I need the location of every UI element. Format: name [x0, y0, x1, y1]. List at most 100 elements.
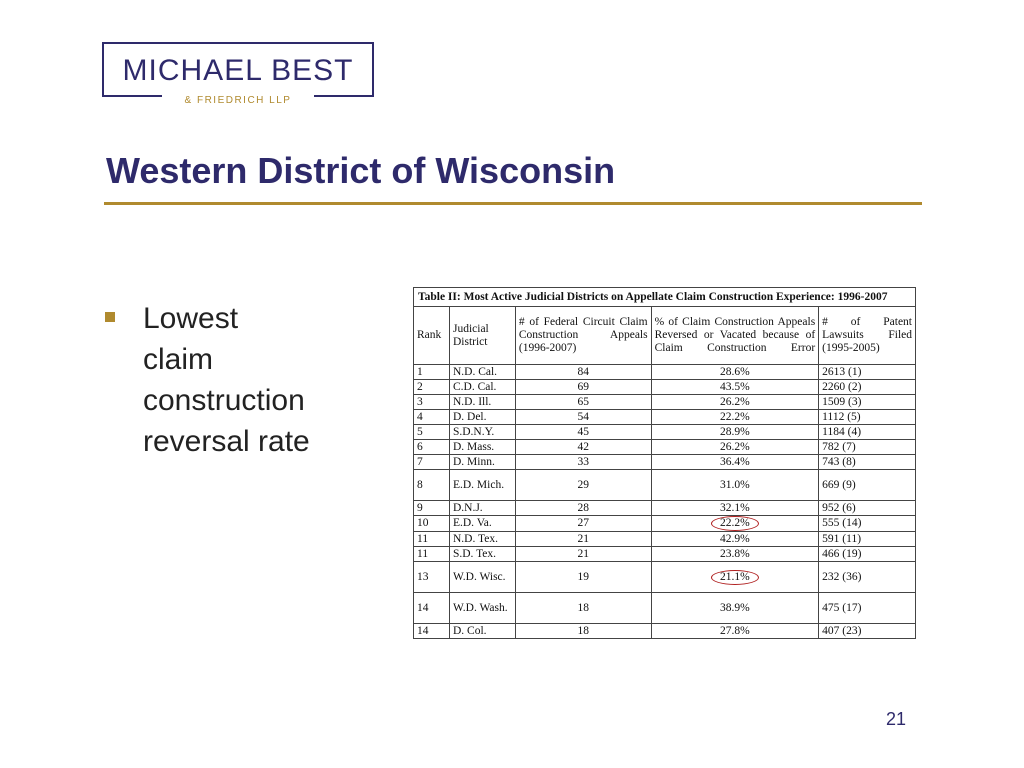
cell-reversal-text: 27.8% — [720, 624, 750, 637]
cell-reversal: 21.1% — [650, 561, 820, 593]
bullet-line: Lowest — [143, 302, 239, 335]
cell-reversal: 23.8% — [650, 546, 820, 562]
logo-name: MICHAEL BEST — [122, 54, 354, 87]
cell-lawsuits: 555 (14) — [818, 515, 916, 532]
header-district: Judicial District — [448, 306, 516, 365]
cell-reversal: 28.9% — [650, 424, 820, 440]
title-divider — [104, 202, 922, 205]
table-row: 8 E.D. Mich. 29 31.0% 669 (9) — [413, 469, 916, 501]
cell-appeals-text: 18 — [577, 624, 589, 637]
cell-district: D. Minn. — [448, 454, 516, 470]
cell-appeals: 84 — [514, 364, 652, 380]
cell-rank-text: 9 — [417, 501, 423, 514]
cell-reversal-text: 43.5% — [720, 380, 750, 393]
cell-appeals-text: 27 — [577, 517, 589, 529]
cell-appeals-text: 65 — [577, 395, 589, 408]
cell-lawsuits: 475 (17) — [818, 592, 916, 624]
table-row: 14 W.D. Wash. 18 38.9% 475 (17) — [413, 592, 916, 624]
cell-appeals: 21 — [514, 531, 652, 547]
cell-appeals: 18 — [514, 623, 652, 639]
cell-district-text: C.D. Cal. — [452, 380, 497, 393]
cell-rank-text: 5 — [417, 425, 423, 438]
table-row: 13 W.D. Wisc. 19 21.1% 232 (36) — [413, 561, 916, 593]
cell-appeals: 19 — [514, 561, 652, 593]
cell-appeals: 33 — [514, 454, 652, 470]
slide-title: Western District of Wisconsin — [106, 150, 616, 191]
cell-lawsuits-text: 555 (14) — [822, 517, 862, 529]
cell-lawsuits-text: 407 (23) — [822, 624, 862, 637]
logo-subtitle-wrap: & FRIEDRICH LLP — [162, 90, 314, 106]
bullet-text: Lowest claim construction reversal rate — [143, 298, 363, 462]
cell-appeals: 65 — [514, 394, 652, 410]
cell-lawsuits-text: 2260 (2) — [822, 380, 862, 393]
cell-appeals-text: 29 — [577, 478, 589, 491]
cell-reversal-text: 28.9% — [720, 425, 750, 438]
header-rank: Rank — [413, 306, 450, 365]
cell-reversal: 42.9% — [650, 531, 820, 547]
cell-rank: 11 — [413, 546, 450, 562]
cell-lawsuits-text: 952 (6) — [822, 501, 856, 514]
page-number: 21 — [886, 709, 907, 729]
cell-appeals-text: 42 — [577, 440, 589, 453]
cell-rank-text: 7 — [417, 455, 423, 468]
cell-district-text: N.D. Cal. — [452, 365, 498, 378]
cell-reversal-text: 36.4% — [720, 455, 750, 468]
cell-district-text: D. Mass. — [452, 440, 495, 453]
cell-appeals-text: 19 — [577, 570, 589, 583]
cell-reversal-text: 42.9% — [720, 532, 750, 545]
circled-reversal-value: 21.1% — [711, 569, 759, 585]
cell-lawsuits: 952 (6) — [818, 500, 916, 516]
cell-district-text: E.D. Va. — [452, 517, 492, 529]
table-caption: Table II: Most Active Judicial Districts… — [413, 287, 916, 307]
cell-rank-text: 3 — [417, 395, 423, 408]
cell-district: W.D. Wash. — [448, 592, 516, 624]
table-row: 5 S.D.N.Y. 45 28.9% 1184 (4) — [413, 424, 916, 440]
cell-district: D. Col. — [448, 623, 516, 639]
cell-rank: 2 — [413, 379, 450, 395]
cell-reversal: 36.4% — [650, 454, 820, 470]
cell-reversal-text: 28.6% — [720, 365, 750, 378]
cell-lawsuits: 1112 (5) — [818, 409, 916, 425]
cell-appeals-text: 45 — [577, 425, 589, 438]
table-row: 11 S.D. Tex. 21 23.8% 466 (19) — [413, 546, 916, 562]
cell-district: N.D. Cal. — [448, 364, 516, 380]
cell-district-text: D. Minn. — [452, 455, 495, 468]
cell-rank-text: 11 — [417, 547, 429, 560]
table-row: 6 D. Mass. 42 26.2% 782 (7) — [413, 439, 916, 455]
cell-appeals: 54 — [514, 409, 652, 425]
cell-appeals-text: 69 — [577, 380, 589, 393]
cell-district: E.D. Va. — [448, 515, 516, 532]
cell-appeals-text: 21 — [577, 547, 589, 560]
cell-lawsuits-text: 1184 (4) — [822, 425, 862, 438]
cell-lawsuits: 1509 (3) — [818, 394, 916, 410]
cell-district-text: E.D. Mich. — [452, 478, 505, 491]
cell-district-text: D.N.J. — [452, 501, 483, 514]
cell-reversal-text: 23.8% — [720, 547, 750, 560]
cell-appeals-text: 18 — [577, 601, 589, 614]
cell-lawsuits: 591 (11) — [818, 531, 916, 547]
cell-rank: 4 — [413, 409, 450, 425]
cell-lawsuits-text: 591 (11) — [822, 532, 862, 545]
cell-rank: 11 — [413, 531, 450, 547]
header-appeals: # of Federal Circuit Claim Construction … — [514, 306, 652, 365]
cell-district-text: W.D. Wash. — [452, 601, 508, 614]
cell-lawsuits: 782 (7) — [818, 439, 916, 455]
cell-appeals-text: 84 — [577, 365, 589, 378]
cell-reversal-text: 32.1% — [720, 501, 750, 514]
cell-lawsuits-text: 743 (8) — [822, 455, 856, 468]
cell-reversal: 31.0% — [650, 469, 820, 501]
cell-reversal-text: 26.2% — [720, 395, 750, 408]
cell-appeals: 42 — [514, 439, 652, 455]
cell-district: C.D. Cal. — [448, 379, 516, 395]
cell-lawsuits: 2260 (2) — [818, 379, 916, 395]
cell-lawsuits: 466 (19) — [818, 546, 916, 562]
cell-lawsuits: 669 (9) — [818, 469, 916, 501]
districts-table: Table II: Most Active Judicial Districts… — [413, 287, 916, 639]
cell-rank-text: 2 — [417, 380, 423, 393]
table-row: 1 N.D. Cal. 84 28.6% 2613 (1) — [413, 364, 916, 380]
cell-rank-text: 14 — [417, 601, 429, 614]
cell-appeals-text: 54 — [577, 410, 589, 423]
cell-appeals-text: 33 — [577, 455, 589, 468]
cell-rank: 9 — [413, 500, 450, 516]
cell-reversal: 22.2% — [650, 515, 820, 532]
